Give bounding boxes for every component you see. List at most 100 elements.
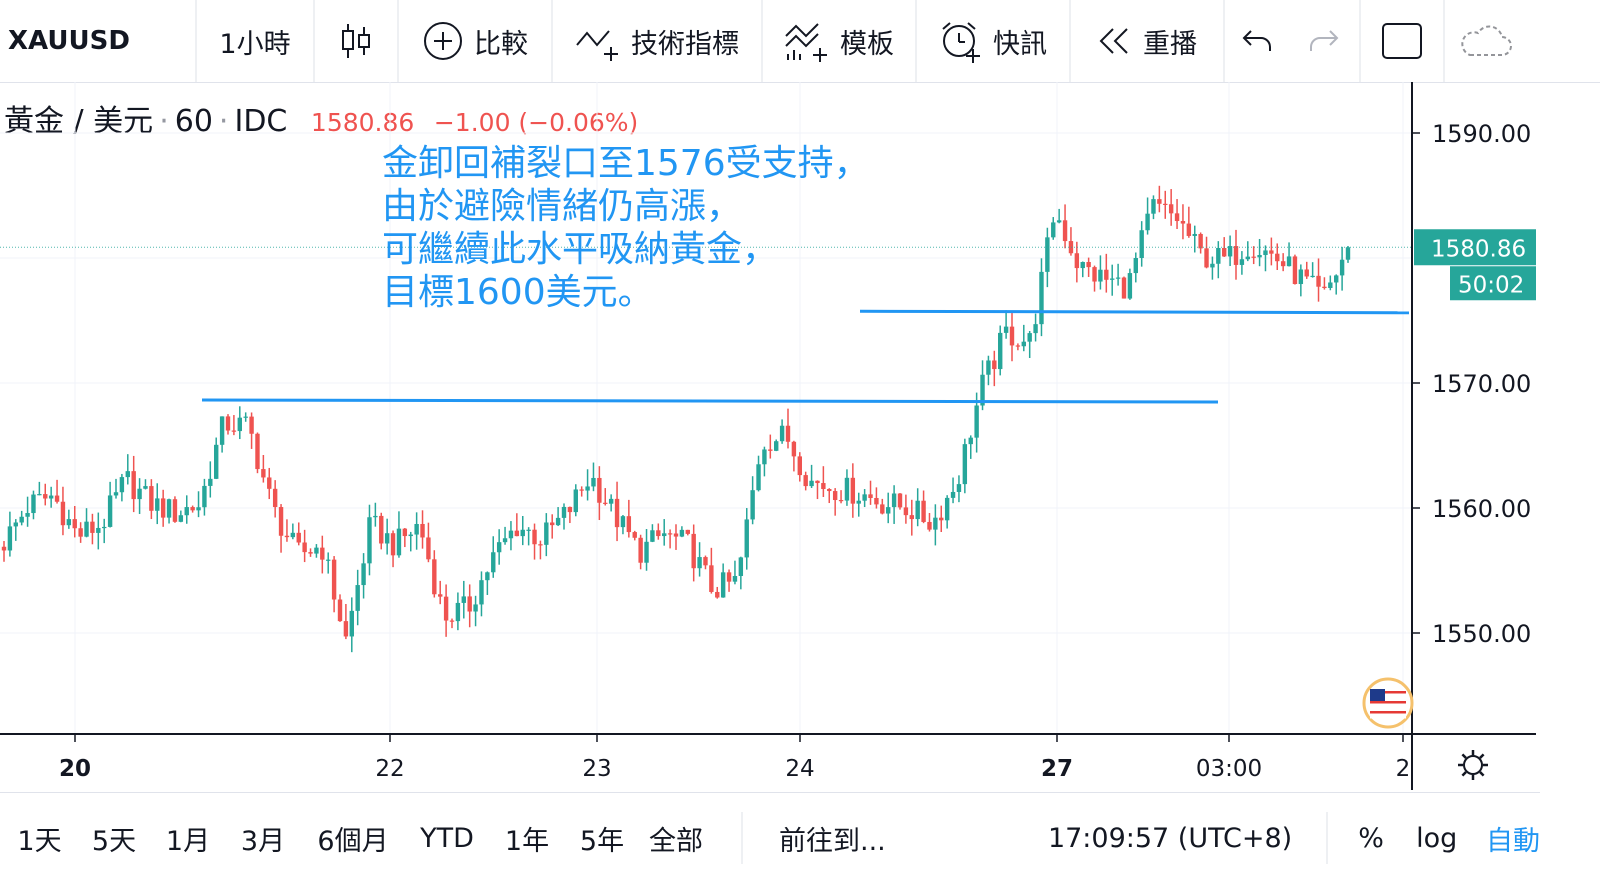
goto-date-button[interactable]: 前往到... — [779, 825, 886, 857]
undo-icon — [1242, 30, 1271, 51]
log-toggle[interactable]: log — [1416, 822, 1458, 854]
auto-scale-toggle[interactable]: 自動 — [1486, 825, 1540, 857]
candle-body — [302, 542, 307, 553]
redo-button[interactable] — [1289, 0, 1359, 82]
candle — [685, 529, 690, 536]
candle — [278, 504, 284, 553]
candle — [1163, 190, 1168, 219]
candle — [485, 571, 490, 595]
settings-gear-icon[interactable] — [1458, 750, 1488, 780]
candle-body — [367, 517, 372, 564]
range-button-2[interactable]: 1月 — [165, 825, 211, 857]
candle-body — [314, 547, 319, 554]
candle-body — [508, 530, 514, 539]
range-button-8[interactable]: 全部 — [649, 825, 703, 857]
percent-toggle[interactable]: % — [1358, 822, 1384, 854]
candle-body — [237, 417, 242, 432]
candle-body — [426, 537, 431, 560]
candle-body — [915, 500, 920, 520]
top-toolbar: XAUUSD 1小時 比較 技術指標 模板 快訊 — [0, 0, 1600, 83]
candle — [143, 479, 148, 490]
candle-body — [184, 507, 189, 516]
candle — [632, 530, 637, 541]
candle-body — [1251, 256, 1256, 258]
flag-stripe — [1370, 701, 1406, 704]
candle — [414, 512, 419, 550]
range-button-5[interactable]: YTD — [420, 822, 474, 854]
candle — [862, 489, 867, 508]
undo-button[interactable] — [1225, 0, 1289, 82]
candle — [673, 524, 679, 550]
candle-body — [944, 497, 950, 521]
candle — [1227, 235, 1233, 267]
candle-body — [608, 498, 614, 504]
indicators-button[interactable]: 技術指標 — [553, 0, 761, 82]
candle — [779, 419, 785, 444]
candle-body — [620, 516, 626, 528]
candle-body — [1121, 277, 1127, 299]
range-button-6[interactable]: 1年 — [504, 825, 550, 857]
candle — [1298, 264, 1304, 297]
us-flag-event-icon[interactable] — [1362, 677, 1414, 729]
chart-annotation[interactable]: 金卸回補裂口至1576受支持， 由於避險情緒仍高漲， 可繼續此水平吸納黃金， 目… — [382, 143, 870, 313]
candle-body — [838, 500, 844, 502]
candle-body — [361, 563, 366, 586]
candle — [1157, 185, 1162, 213]
candle — [178, 510, 184, 523]
templates-button[interactable]: 模板 — [763, 0, 915, 82]
candle-body — [1139, 230, 1144, 258]
candle-body — [992, 360, 997, 370]
compare-button[interactable]: 比較 — [399, 0, 551, 82]
candle-body — [1233, 246, 1239, 265]
candle — [84, 508, 89, 538]
candle — [992, 350, 997, 387]
range-button-4[interactable]: 6個月 — [317, 825, 389, 857]
candle-body — [1210, 263, 1215, 268]
fullscreen-button[interactable] — [1361, 0, 1443, 82]
candle-body — [155, 498, 160, 511]
candle — [891, 485, 897, 524]
range-button-3[interactable]: 3月 — [240, 825, 286, 857]
candle — [597, 466, 602, 521]
candle — [443, 584, 449, 637]
candle-body — [986, 360, 991, 375]
candle-body — [520, 529, 525, 537]
candle — [933, 504, 938, 546]
symbol-search-button[interactable]: XAUUSD — [8, 26, 130, 56]
candle-body — [1257, 255, 1262, 258]
clock-display[interactable]: 17:09:57 (UTC+8) — [1047, 822, 1293, 854]
range-button-0[interactable]: 1天 — [17, 825, 62, 857]
candle — [1104, 253, 1109, 293]
range-button-7[interactable]: 5年 — [579, 825, 625, 857]
candle-body — [290, 532, 296, 538]
candle-body — [980, 374, 985, 406]
cloud-icon — [1461, 25, 1512, 56]
alerts-button[interactable]: 快訊 — [917, 0, 1069, 82]
replay-button[interactable]: 重播 — [1071, 0, 1223, 82]
candle — [320, 535, 325, 574]
toolbar-divider — [551, 0, 553, 82]
candle — [756, 455, 761, 492]
candle — [237, 406, 242, 440]
toolbar-divider — [761, 0, 763, 82]
candle — [538, 540, 543, 560]
candle-body — [455, 602, 461, 622]
candle-body — [131, 471, 136, 500]
candle — [1003, 310, 1009, 339]
candle-body — [78, 528, 83, 537]
interval-button[interactable]: 1小時 — [219, 28, 291, 60]
candle-body — [66, 519, 72, 526]
support-line-upper — [859, 309, 1410, 315]
price-tick-label: 1570.00 — [1432, 370, 1531, 398]
candle — [60, 486, 66, 536]
candle-body — [685, 529, 690, 534]
candle — [650, 524, 655, 543]
candle-body — [1304, 269, 1309, 277]
chart-type-button[interactable] — [315, 0, 397, 82]
candle-body — [797, 456, 802, 476]
range-button-1[interactable]: 5天 — [91, 825, 137, 857]
candle — [113, 478, 119, 499]
candle-body — [249, 416, 254, 434]
cloud-save-button[interactable] — [1445, 0, 1525, 82]
